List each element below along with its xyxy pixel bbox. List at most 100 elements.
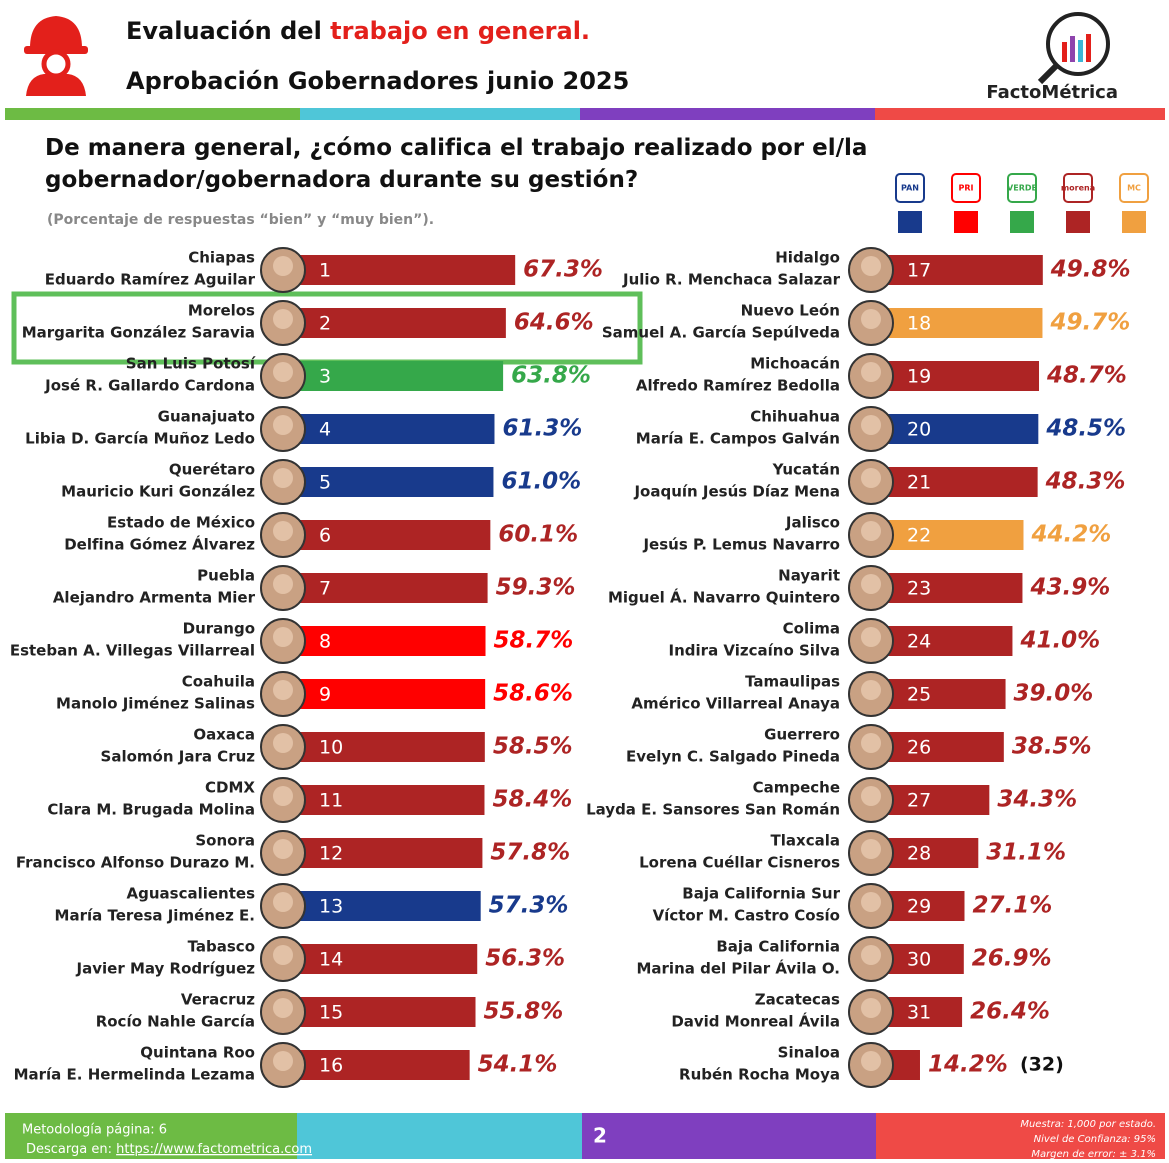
governor-label: Esteban A. Villegas Villarreal <box>10 642 255 660</box>
photo-head <box>273 786 293 806</box>
value-label: 49.7% <box>1049 310 1130 336</box>
photo-head <box>273 309 293 329</box>
governor-label: Clara M. Brugada Molina <box>47 801 255 819</box>
governor-label: José R. Gallardo Cardona <box>44 377 255 395</box>
value-label: 41.0% <box>1019 628 1100 654</box>
rank-label: 7 <box>319 578 331 600</box>
value-label: 58.7% <box>494 628 574 654</box>
bar <box>283 1050 470 1080</box>
value-label: 58.6% <box>493 681 573 707</box>
governor-label: María E. Campos Galván <box>636 430 840 448</box>
state-label: Hidalgo <box>775 249 840 267</box>
value-label: 61.0% <box>501 469 581 495</box>
value-label: 54.1% <box>478 1052 558 1078</box>
photo-head <box>273 468 293 488</box>
subtitle: Aprobación Gobernadores junio 2025 <box>126 67 629 95</box>
state-label: Campeche <box>753 779 840 797</box>
governor-label: Alejandro Armenta Mier <box>53 589 256 607</box>
photo-head <box>273 998 293 1018</box>
photo-head <box>861 786 881 806</box>
photo-head <box>273 680 293 700</box>
download-label: Descarga en: <box>26 1142 112 1157</box>
photo-head <box>273 733 293 753</box>
legend-logo <box>1007 173 1037 203</box>
governor-label: Rocío Nahle García <box>96 1013 255 1031</box>
value-label: 58.5% <box>493 734 573 760</box>
governor-label: Víctor M. Castro Cosío <box>653 907 840 925</box>
legend-name: PRI <box>959 184 974 193</box>
state-label: Nuevo León <box>741 302 840 320</box>
photo-head <box>273 521 293 541</box>
governor-label: Samuel A. García Sepúlveda <box>602 324 840 342</box>
value-label: 60.1% <box>498 522 578 548</box>
rank-label: 23 <box>907 578 931 600</box>
photo-head <box>273 1051 293 1071</box>
error-margin: Margen de error: ± 3.1% <box>1031 1149 1156 1160</box>
rank-label: 14 <box>319 949 343 971</box>
state-label: Puebla <box>197 567 255 585</box>
governor-label: Miguel Á. Navarro Quintero <box>608 588 840 607</box>
bar <box>283 414 495 444</box>
state-label: Baja California Sur <box>682 885 840 903</box>
governor-label: María Teresa Jiménez E. <box>55 907 255 925</box>
bar <box>871 626 1013 656</box>
value-label: 58.4% <box>492 787 572 813</box>
rank-label: 18 <box>907 313 931 335</box>
governor-label: Joaquín Jesús Díaz Mena <box>633 483 840 501</box>
page-number: 2 <box>593 1124 607 1148</box>
governor-label: David Monreal Ávila <box>671 1012 840 1031</box>
photo-head <box>273 627 293 647</box>
state-label: Oaxaca <box>193 726 255 744</box>
value-label: 26.9% <box>972 946 1052 972</box>
footer-band <box>5 1113 297 1159</box>
state-label: Veracruz <box>181 991 255 1009</box>
bar <box>283 361 504 391</box>
state-label: Tamaulipas <box>745 673 840 691</box>
legend-swatch <box>1066 211 1090 233</box>
photo-head <box>861 892 881 912</box>
state-label: Morelos <box>188 302 255 320</box>
state-label: Zacatecas <box>755 991 840 1009</box>
photo-head <box>861 1051 881 1071</box>
state-label: Coahuila <box>182 673 255 691</box>
download: Descarga en: https://www.factometrica.co… <box>26 1142 312 1157</box>
value-label: 14.2% <box>928 1052 1008 1078</box>
state-label: Jalisco <box>785 514 840 532</box>
bar <box>283 838 483 868</box>
rank-label: 21 <box>907 472 931 494</box>
state-label: Michoacán <box>750 355 840 373</box>
sample: Muestra: 1,000 por estado. <box>1020 1119 1156 1130</box>
rank-label: 25 <box>907 684 931 706</box>
rank-label: 30 <box>907 949 931 971</box>
title-part: Evaluación del <box>126 17 322 45</box>
value-label: 26.4% <box>970 999 1050 1025</box>
bar <box>283 732 485 762</box>
photo-head <box>861 256 881 276</box>
governor-label: María E. Hermelinda Lezama <box>14 1066 255 1084</box>
stripe <box>5 108 300 120</box>
legend-swatch <box>898 211 922 233</box>
legend-logo <box>1119 173 1149 203</box>
photo-head <box>861 415 881 435</box>
stripe <box>875 108 1165 120</box>
governor-label: Javier May Rodríguez <box>76 960 256 978</box>
value-label: 63.8% <box>511 363 591 389</box>
rank-label: 20 <box>907 419 931 441</box>
legend-name: morena <box>1061 184 1095 193</box>
rank-label: 31 <box>907 1002 931 1024</box>
rank-label: 29 <box>907 896 931 918</box>
governor-label: Salomón Jara Cruz <box>101 748 256 766</box>
value-label: 39.0% <box>1014 681 1094 707</box>
state-label: Sonora <box>195 832 255 850</box>
legend-swatch <box>954 211 978 233</box>
governor-label: Francisco Alfonso Durazo M. <box>16 854 255 872</box>
url[interactable]: https://www.factometrica.com <box>116 1142 312 1157</box>
governor-label: Margarita González Saravia <box>22 324 255 342</box>
state-label: Baja California <box>716 938 840 956</box>
state-label: Tabasco <box>188 938 255 956</box>
legend-logo <box>1063 173 1093 203</box>
methodology: Metodología página: 6 <box>22 1123 167 1138</box>
governor-label: Alfredo Ramírez Bedolla <box>636 377 840 395</box>
photo-head <box>273 945 293 965</box>
